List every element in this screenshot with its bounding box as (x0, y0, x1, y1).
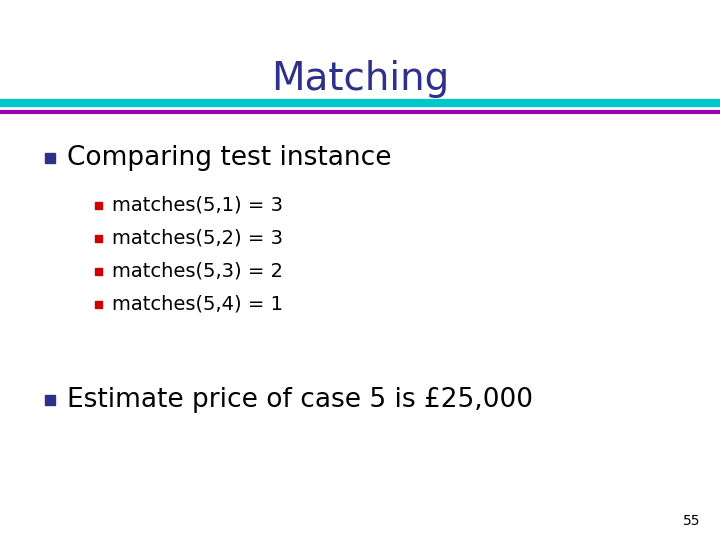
Text: Matching: Matching (271, 60, 449, 98)
Text: matches(5,1) = 3: matches(5,1) = 3 (112, 195, 283, 214)
Text: matches(5,4) = 1: matches(5,4) = 1 (112, 294, 283, 314)
Text: Estimate price of case 5 is £25,000: Estimate price of case 5 is £25,000 (67, 387, 533, 413)
Bar (95, 267, 102, 274)
Text: matches(5,2) = 3: matches(5,2) = 3 (112, 228, 283, 247)
Text: matches(5,3) = 2: matches(5,3) = 2 (112, 261, 283, 280)
Bar (45, 395, 55, 405)
Bar (45, 153, 55, 163)
Bar (95, 201, 102, 208)
Bar (95, 234, 102, 241)
Text: 55: 55 (683, 514, 700, 528)
Bar (95, 300, 102, 307)
Text: Comparing test instance: Comparing test instance (67, 145, 392, 171)
